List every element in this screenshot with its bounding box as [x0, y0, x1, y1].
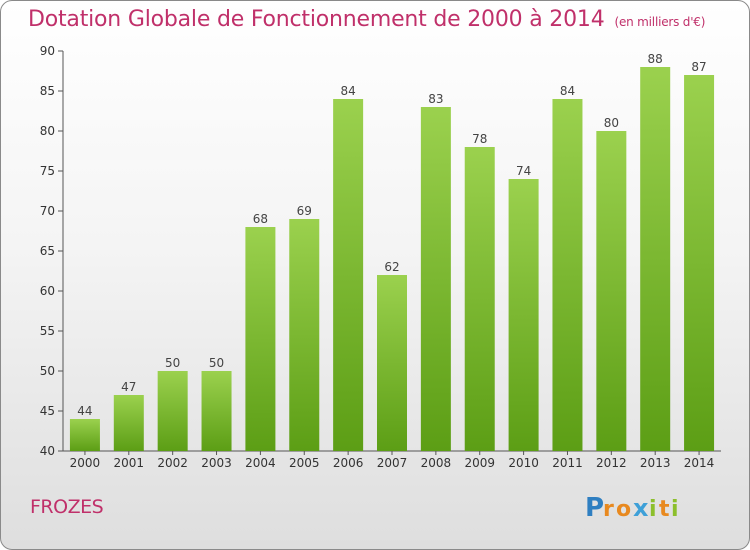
data-label-2012: 80 — [604, 116, 619, 130]
bar-2013 — [640, 67, 671, 451]
bar-2006 — [333, 99, 364, 451]
bar-2010 — [508, 179, 539, 451]
bar-2004 — [245, 227, 276, 451]
x-tick-label-2010: 2010 — [508, 456, 539, 470]
y-tick-label: 40 — [40, 444, 55, 458]
y-tick-label: 50 — [40, 364, 55, 378]
bars — [69, 67, 715, 451]
bar-2008 — [420, 107, 451, 451]
bar-2012 — [596, 131, 627, 451]
data-label-2011: 84 — [560, 84, 575, 98]
y-tick-label: 60 — [40, 284, 55, 298]
y-tick-label: 80 — [40, 124, 55, 138]
y-tick-label: 45 — [40, 404, 55, 418]
bar-2007 — [377, 275, 407, 451]
svg-text:P: P — [585, 493, 604, 523]
bar-2001 — [113, 395, 144, 451]
svg-text:x: x — [633, 494, 649, 522]
data-label-2008: 83 — [428, 92, 443, 106]
data-label-2004: 68 — [253, 212, 268, 226]
y-tick-label: 90 — [40, 44, 55, 58]
unit-note: (en milliers d'€) — [614, 15, 706, 29]
data-label-2013: 88 — [648, 52, 663, 66]
bar-2000 — [69, 419, 100, 451]
bar-2009 — [464, 147, 495, 451]
data-label-2007: 62 — [384, 260, 399, 274]
y-tick-label: 85 — [40, 84, 55, 98]
data-label-2002: 50 — [165, 356, 180, 370]
x-tick-label-2007: 2007 — [377, 456, 408, 470]
x-tick-label-2001: 2001 — [114, 456, 145, 470]
x-tick-label-2014: 2014 — [684, 456, 715, 470]
x-tick-label-2008: 2008 — [421, 456, 452, 470]
x-tick-label-2013: 2013 — [640, 456, 671, 470]
x-tick-label-2009: 2009 — [464, 456, 495, 470]
x-tick-label-2012: 2012 — [596, 456, 627, 470]
proxiti-logo: P r o x i t i — [585, 493, 679, 523]
y-tick-label: 75 — [40, 164, 55, 178]
y-tick-label: 55 — [40, 324, 55, 338]
data-label-2000: 44 — [77, 404, 92, 418]
place-name: FROZES — [30, 496, 104, 518]
bar-2005 — [289, 219, 320, 451]
x-tick-label-2002: 2002 — [157, 456, 188, 470]
x-tick-label-2005: 2005 — [289, 456, 320, 470]
y-tick-label: 70 — [40, 204, 55, 218]
x-tick-label-2006: 2006 — [333, 456, 364, 470]
bar-2002 — [157, 371, 188, 451]
bar-2011 — [552, 99, 583, 451]
chart-title: Dotation Globale de Fonctionnement de 20… — [28, 7, 705, 32]
data-label-2006: 84 — [340, 84, 355, 98]
bar-2014 — [684, 75, 715, 451]
svg-text:o: o — [616, 497, 631, 522]
y-tick-label: 65 — [40, 244, 55, 258]
x-tick-label-2000: 2000 — [70, 456, 101, 470]
title-text: Dotation Globale de Fonctionnement de 20… — [28, 7, 605, 32]
data-label-2001: 47 — [121, 380, 136, 394]
axes: 40 45 50 55 60 65 70 75 80 85 90 2000 2001 2002 2003 20… — [40, 44, 721, 470]
x-tick-label-2003: 2003 — [201, 456, 232, 470]
x-tick-label-2004: 2004 — [245, 456, 276, 470]
data-label-2014: 87 — [691, 60, 706, 74]
data-label-2009: 78 — [472, 132, 487, 146]
svg-text:i: i — [649, 497, 657, 522]
svg-text:r: r — [603, 497, 614, 522]
data-labels: 44 47 50 50 68 69 84 62 83 78 74 84 80 88 87 — [77, 52, 706, 418]
bar-2003 — [201, 371, 232, 451]
x-tick-label-2011: 2011 — [552, 456, 583, 470]
data-label-2005: 69 — [297, 204, 312, 218]
data-label-2003: 50 — [209, 356, 224, 370]
data-label-2010: 74 — [516, 164, 531, 178]
svg-text:i: i — [671, 497, 679, 522]
svg-text:t: t — [659, 497, 670, 522]
